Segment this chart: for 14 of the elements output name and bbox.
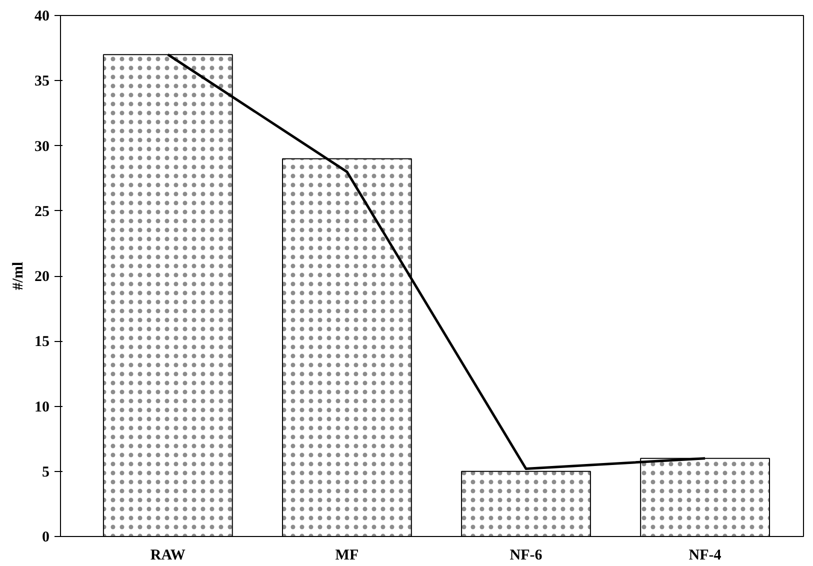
y-tick-label: 10 (34, 399, 50, 416)
y-tick-label: 15 (34, 334, 50, 350)
y-axis-title: #/ml (10, 262, 26, 290)
x-tick-label: NF-6 (510, 548, 543, 564)
y-tick-label: 25 (34, 204, 50, 220)
y-tick-label: 20 (34, 269, 50, 285)
y-tick-label: 30 (34, 138, 50, 155)
y-tick-label: 5 (42, 464, 50, 480)
x-tick-label: NF-4 (688, 548, 722, 564)
y-tick-label: 0 (42, 530, 50, 546)
x-tick-label: MF (335, 548, 359, 564)
x-tick-label: RAW (150, 548, 186, 564)
y-tick-label: 35 (34, 74, 50, 90)
y-tick-label: 40 (34, 8, 50, 24)
